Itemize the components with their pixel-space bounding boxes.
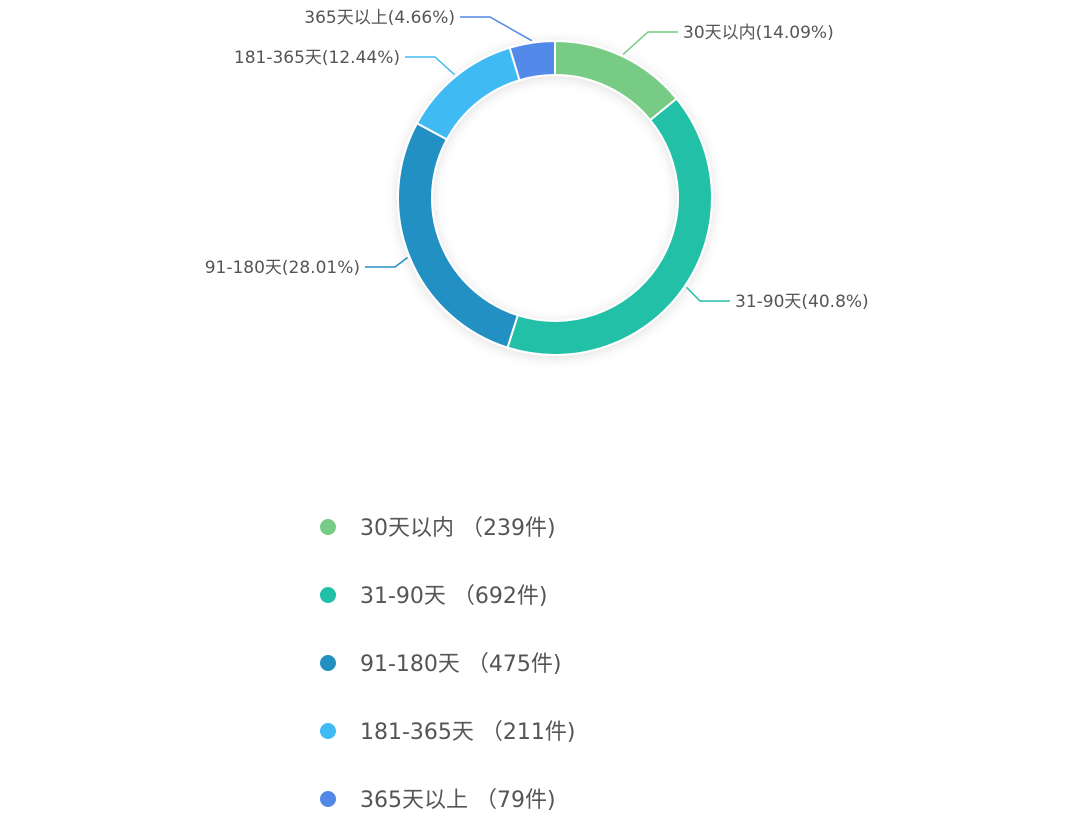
leader-line-item-1 (622, 31, 678, 55)
legend-item-item-3[interactable]: 91-180天 （475件) (320, 652, 562, 677)
slice-label-item-5: 365天以上(4.66%) (304, 8, 455, 28)
leader-lines (365, 16, 730, 302)
legend-marker-item-1 (320, 519, 336, 535)
leader-line-item-3 (365, 256, 408, 268)
legend: 30天以内 （239件) 31-90天 （692件) 91-180天 （475件) 1… (320, 516, 576, 813)
legend-marker-item-5 (320, 791, 336, 807)
legend-item-item-1[interactable]: 30天以内 （239件) (320, 516, 556, 541)
donut-slice-item-2[interactable] (506, 97, 713, 356)
slice-label-item-1: 30天以内(14.09%) (683, 23, 834, 43)
legend-label-item-4: 181-365天 （211件) (360, 720, 576, 745)
slice-label-item-3: 91-180天(28.01%) (205, 258, 360, 278)
donut-slices (397, 40, 713, 356)
legend-label-item-5: 365天以上 （79件) (360, 788, 556, 813)
donut-slice-item-1[interactable] (554, 40, 678, 122)
legend-marker-item-3 (320, 655, 336, 671)
slice-labels: 30天以内(14.09%) 31-90天(40.8%) 91-180天(28.01%… (205, 8, 869, 312)
legend-item-item-5[interactable]: 365天以上 （79件) (320, 788, 556, 813)
donut-slice-item-3[interactable] (397, 122, 519, 349)
legend-label-item-2: 31-90天 （692件) (360, 584, 548, 609)
legend-label-item-3: 91-180天 （475件) (360, 652, 562, 677)
legend-marker-item-2 (320, 587, 336, 603)
leader-line-item-4 (405, 56, 456, 76)
donut-slice-item-5[interactable] (508, 40, 556, 82)
legend-marker-item-4 (320, 723, 336, 739)
slice-label-item-2: 31-90天(40.8%) (735, 292, 869, 312)
legend-item-item-4[interactable]: 181-365天 （211件) (320, 720, 576, 745)
legend-item-item-2[interactable]: 31-90天 （692件) (320, 584, 548, 609)
legend-label-item-1: 30天以内 （239件) (360, 516, 556, 541)
leader-line-item-2 (686, 286, 730, 302)
leader-line-item-5 (460, 16, 533, 42)
donut-slice-item-4[interactable] (415, 46, 521, 141)
slice-label-item-4: 181-365天(12.44%) (234, 48, 400, 68)
